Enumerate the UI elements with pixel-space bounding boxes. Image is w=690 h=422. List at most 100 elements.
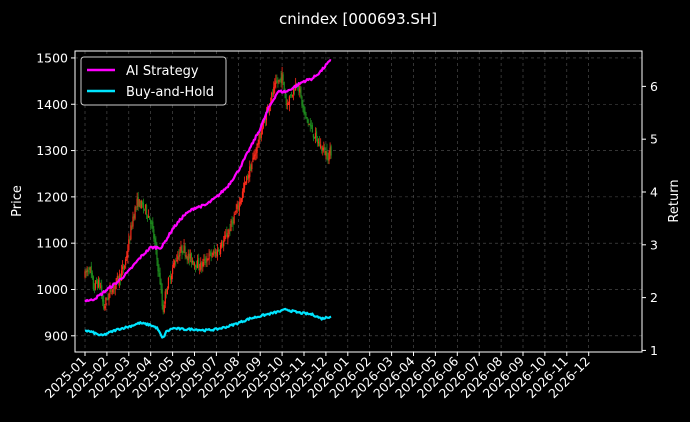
legend: AI Strategy Buy-and-Hold (80, 56, 227, 106)
candle-body (111, 293, 113, 295)
candle-body (214, 251, 216, 254)
candle-body (180, 246, 182, 252)
candle-body (231, 219, 233, 223)
candle-body (158, 270, 160, 272)
candle-body (301, 96, 303, 106)
candle-body (203, 259, 205, 261)
candle-body (223, 240, 225, 247)
y2-tick-label: 1 (650, 343, 658, 358)
candle-body (97, 279, 100, 288)
candle-body (173, 262, 175, 268)
candle-body (225, 234, 227, 236)
y2-tick-label: 4 (650, 184, 658, 199)
candle-body (224, 235, 226, 241)
candle-body (125, 259, 127, 265)
candle-body (150, 220, 152, 225)
legend-label-ai: AI Strategy (126, 64, 199, 79)
candlestick-series (84, 66, 332, 315)
candle-body (102, 294, 104, 302)
candle-body (93, 289, 95, 291)
candle-body (126, 255, 128, 259)
candle-body (323, 147, 325, 150)
candle-body (271, 92, 273, 102)
candle-body (250, 164, 252, 171)
candle-body (283, 82, 285, 91)
candle-body (146, 216, 149, 218)
candle-body (144, 205, 147, 209)
candle-body (268, 105, 271, 112)
candle-body (251, 163, 253, 170)
candle-body (138, 199, 140, 207)
candle-body (101, 285, 103, 295)
candle-body (89, 267, 91, 270)
candle-body (160, 282, 162, 290)
candle-body (216, 249, 219, 257)
candle-body (285, 98, 287, 104)
candle-body (88, 270, 90, 272)
candle-body (275, 80, 277, 84)
candle-body (172, 268, 174, 275)
candle-body (327, 158, 329, 160)
candle-body (284, 91, 286, 99)
candle-body (189, 254, 191, 259)
candle-body (297, 87, 299, 88)
plot-frame (74, 50, 643, 353)
candle-body (154, 238, 156, 243)
candle-body (124, 266, 126, 268)
legend-box (80, 56, 227, 106)
candle-body (142, 202, 144, 209)
y-axis-label: Price (10, 185, 25, 217)
candle-body (280, 77, 282, 83)
candle-body (87, 269, 89, 272)
candle-body (261, 127, 263, 135)
candle-body (165, 289, 167, 293)
candle-body (248, 175, 250, 179)
candle-body (149, 216, 151, 220)
candle-body (85, 270, 87, 274)
buy-and-hold-line (84, 307, 332, 339)
candle-body (310, 125, 312, 127)
candle-body (139, 200, 141, 209)
candle-body (209, 251, 211, 253)
candle-body (179, 252, 181, 256)
candle-body (322, 148, 324, 151)
candle-body (249, 166, 251, 177)
candle-body (194, 264, 197, 267)
candle-body (195, 265, 198, 268)
candle-body (207, 259, 209, 261)
candle-body (170, 275, 173, 280)
y-tick-label: 1300 (36, 143, 68, 158)
candle-body (298, 85, 300, 92)
candle-body (107, 297, 109, 300)
candle-body (219, 245, 222, 255)
candle-body (329, 147, 331, 154)
candle-body (169, 276, 172, 281)
candle-body (103, 299, 105, 309)
candle-body (287, 104, 289, 105)
ai-strategy-line (84, 59, 332, 303)
candle-body (306, 116, 308, 120)
candle-body (258, 133, 260, 145)
candle-body (263, 119, 265, 123)
candle-body (282, 74, 284, 81)
candle-body (221, 241, 223, 247)
y2-tick-label: 6 (650, 79, 658, 94)
candle-body (313, 136, 316, 139)
candle-body (129, 238, 131, 241)
y-axis-left: 900 1000 1100 1200 1300 1400 1500 (36, 50, 75, 343)
candle-body (143, 208, 146, 210)
candle-body (236, 204, 238, 210)
candle-body (119, 274, 122, 280)
candle-body (128, 239, 130, 251)
candle-body (235, 210, 237, 213)
candle-body (281, 72, 283, 83)
candle-body (183, 245, 185, 252)
candle-body (206, 258, 208, 262)
candle-body (302, 104, 304, 107)
y-tick-label: 900 (44, 328, 68, 343)
candle-body (122, 265, 125, 269)
candle-body (136, 198, 138, 206)
candle-body (167, 277, 170, 289)
candle-body (234, 213, 236, 215)
candle-body (212, 251, 214, 256)
